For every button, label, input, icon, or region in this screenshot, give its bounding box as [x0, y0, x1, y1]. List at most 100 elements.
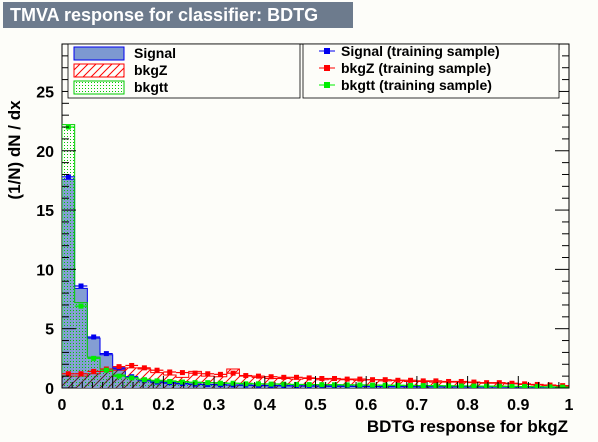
- y-tick-label: 10: [36, 262, 54, 279]
- data-point: [395, 382, 401, 388]
- data-point: [484, 383, 490, 388]
- data-point: [91, 368, 97, 374]
- x-tick-label: 0.7: [406, 397, 428, 414]
- data-point: [91, 355, 97, 361]
- data-point: [560, 384, 566, 388]
- data-point: [433, 378, 439, 384]
- data-point: [319, 376, 325, 382]
- data-point: [281, 374, 287, 380]
- bar: [74, 376, 88, 388]
- data-point: [458, 378, 464, 384]
- data-point: [65, 174, 71, 180]
- data-point: [192, 370, 198, 376]
- data-point: [534, 384, 540, 388]
- data-point: [306, 375, 312, 381]
- x-tick-label: 0.9: [507, 397, 529, 414]
- data-point: [446, 378, 452, 384]
- data-point: [129, 375, 135, 381]
- x-tick-label: 1: [565, 397, 574, 414]
- data-point: [357, 376, 363, 382]
- x-tick-label: 0.4: [254, 397, 276, 414]
- data-point: [458, 383, 464, 388]
- data-point: [65, 371, 71, 377]
- data-point: [192, 380, 198, 386]
- legend-entry-label: bkgZ (training sample): [341, 60, 491, 76]
- data-point: [91, 334, 97, 340]
- chart-title: TMVA response for classifier: BDTG: [3, 2, 353, 28]
- y-axis-label: (1/N) dN / dx: [5, 100, 24, 200]
- x-tick-label: 0: [58, 397, 67, 414]
- data-point: [141, 365, 147, 371]
- data-point: [243, 373, 249, 379]
- bar: [150, 382, 164, 388]
- data-point: [268, 374, 274, 380]
- legend-swatch: [73, 80, 125, 95]
- legend-swatch: [73, 63, 125, 78]
- data-point: [103, 351, 109, 357]
- data-point: [395, 377, 401, 383]
- y-tick-label: 20: [36, 144, 54, 161]
- data-point: [230, 370, 236, 376]
- bar: [163, 383, 177, 388]
- points-series-bkgtt-training-sample: [62, 124, 569, 388]
- legend-entry-label: bkgtt: [134, 79, 169, 95]
- legend-entry-label: bkgtt (training sample): [341, 77, 492, 93]
- data-point: [141, 377, 147, 383]
- data-point: [154, 378, 160, 384]
- data-point: [382, 382, 388, 388]
- data-point: [154, 367, 160, 373]
- bar: [100, 371, 113, 388]
- data-point: [255, 373, 261, 379]
- data-point: [433, 383, 439, 388]
- data-point: [116, 373, 122, 379]
- x-tick-label: 0.8: [456, 397, 478, 414]
- data-point: [78, 303, 84, 309]
- data-point: [281, 381, 287, 387]
- legend-swatch: [73, 46, 125, 61]
- y-tick-label: 15: [36, 203, 54, 220]
- data-point: [268, 381, 274, 387]
- bar: [125, 377, 139, 388]
- data-point: [205, 380, 211, 386]
- x-tick-label: 0.3: [203, 397, 225, 414]
- data-point: [78, 283, 84, 289]
- x-tick-label: 0.2: [152, 397, 174, 414]
- data-point: [179, 370, 185, 376]
- y-tick-label: 25: [36, 84, 54, 101]
- data-point: [547, 384, 553, 388]
- data-point: [408, 377, 414, 383]
- legend-entry-label: Signal (training sample): [341, 43, 500, 59]
- data-point: [255, 381, 261, 387]
- data-point: [408, 383, 414, 388]
- data-point: [344, 376, 350, 382]
- data-point: [420, 383, 426, 388]
- data-point: [509, 380, 515, 386]
- plot-area: [61, 43, 570, 389]
- data-point: [217, 380, 223, 386]
- data-point: [484, 380, 490, 386]
- data-point: [306, 382, 312, 388]
- bar: [87, 373, 101, 388]
- data-point: [332, 382, 338, 388]
- data-point: [293, 374, 299, 380]
- bar: [138, 380, 151, 388]
- data-point: [293, 381, 299, 387]
- legend-entry-label: bkgZ: [134, 62, 168, 78]
- legend-box: [302, 43, 560, 99]
- data-point: [471, 379, 477, 385]
- legend-training: Signal (training sample)bkgZ (training s…: [302, 43, 560, 99]
- y-tick-label: 5: [45, 322, 54, 339]
- bar: [74, 302, 88, 388]
- data-point: [496, 383, 502, 388]
- data-point: [471, 383, 477, 388]
- data-point: [103, 367, 109, 373]
- data-point: [243, 381, 249, 387]
- data-point: [522, 384, 528, 388]
- data-point: [167, 378, 173, 384]
- data-point: [179, 379, 185, 385]
- bar: [62, 376, 75, 388]
- bar: [112, 370, 126, 388]
- data-point: [420, 378, 426, 384]
- data-point: [167, 369, 173, 375]
- points-series-bkgz-training-sample: [62, 362, 569, 388]
